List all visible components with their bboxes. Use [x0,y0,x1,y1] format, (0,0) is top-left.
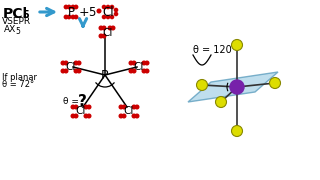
Circle shape [97,9,101,13]
Circle shape [196,80,207,91]
Circle shape [132,69,136,73]
Text: VSEPR: VSEPR [2,17,31,26]
Polygon shape [188,72,278,102]
Circle shape [99,34,103,38]
Circle shape [269,78,281,89]
Text: If planar: If planar [2,73,37,82]
Text: ?: ? [77,93,86,109]
Circle shape [119,105,123,109]
Text: Cl: Cl [66,62,76,72]
Text: 5: 5 [22,10,29,20]
Circle shape [119,114,123,118]
Circle shape [135,105,139,109]
Text: θ = 72°: θ = 72° [2,80,34,89]
Text: θ =: θ = [63,96,79,105]
Circle shape [77,61,81,65]
Circle shape [108,26,112,30]
Text: Cl: Cl [124,106,134,116]
Circle shape [64,5,68,9]
Circle shape [67,15,71,19]
Circle shape [74,5,78,9]
Circle shape [71,15,75,19]
Circle shape [231,125,243,136]
Circle shape [74,114,78,118]
Text: AX: AX [4,25,16,34]
Circle shape [74,15,78,19]
Circle shape [102,34,106,38]
Text: P: P [68,6,75,19]
Circle shape [64,61,68,65]
Circle shape [87,114,91,118]
Text: 5: 5 [15,27,20,36]
Text: Cl: Cl [103,28,113,38]
Circle shape [67,5,71,9]
Circle shape [71,5,75,9]
Circle shape [115,8,118,12]
Text: Cl: Cl [76,106,86,116]
Circle shape [115,12,118,16]
Circle shape [61,69,65,73]
Circle shape [61,61,65,65]
Circle shape [84,105,88,109]
Circle shape [102,5,106,9]
Circle shape [142,61,146,65]
Circle shape [145,61,149,65]
Circle shape [135,114,139,118]
Circle shape [106,15,109,19]
Circle shape [231,39,243,51]
Text: 5: 5 [88,6,96,19]
Circle shape [129,61,133,65]
Text: +: + [79,6,89,19]
Circle shape [71,114,75,118]
Circle shape [87,105,91,109]
Circle shape [230,80,244,94]
Circle shape [77,69,81,73]
Circle shape [102,26,106,30]
Circle shape [215,96,227,107]
Circle shape [71,105,75,109]
Circle shape [110,5,114,9]
Circle shape [64,15,68,19]
Circle shape [132,61,136,65]
Circle shape [129,69,133,73]
Circle shape [74,61,78,65]
Circle shape [132,105,136,109]
Circle shape [102,15,106,19]
Text: PCl: PCl [3,7,28,21]
Text: P: P [101,69,109,82]
Circle shape [74,105,78,109]
Circle shape [74,69,78,73]
Circle shape [122,105,126,109]
Circle shape [142,69,146,73]
Circle shape [84,114,88,118]
Circle shape [145,69,149,73]
Circle shape [110,15,114,19]
Circle shape [111,26,115,30]
Circle shape [64,69,68,73]
Circle shape [106,5,109,9]
Circle shape [99,26,103,30]
Text: Cl: Cl [134,62,144,72]
Text: θ = 120°: θ = 120° [193,45,236,55]
Circle shape [132,114,136,118]
Text: Cl: Cl [102,6,114,19]
Circle shape [122,114,126,118]
